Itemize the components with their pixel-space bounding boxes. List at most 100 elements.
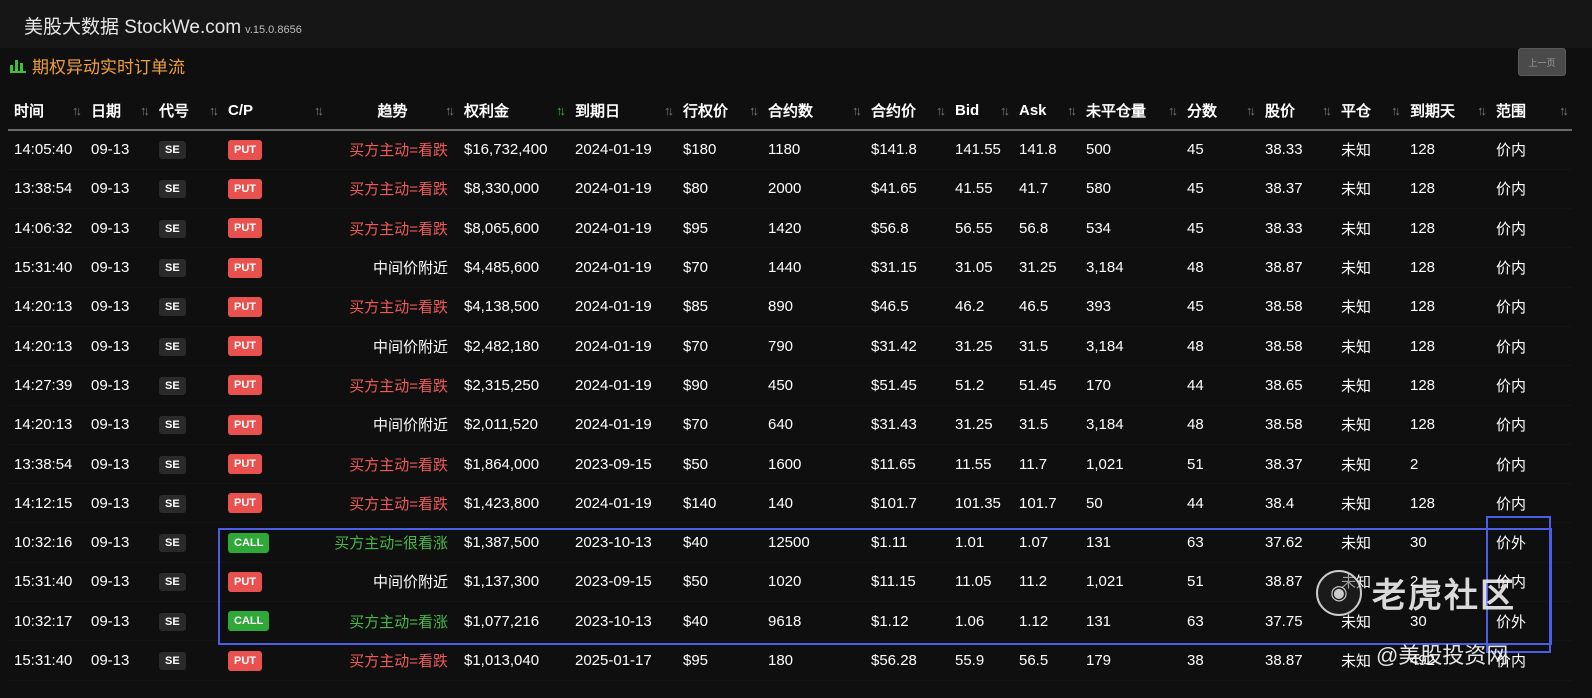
column-header-bid[interactable]: Bid ↑↓ <box>949 92 1013 131</box>
column-header-expiry[interactable]: 到期日 ↑↓ <box>569 92 677 131</box>
column-header-price[interactable]: 合约价 ↑↓ <box>865 92 949 131</box>
column-header-close[interactable]: 平仓 ↑↓ <box>1335 92 1404 131</box>
ticker-badge[interactable]: SE <box>159 573 186 592</box>
cell-cp: PUT <box>222 247 327 288</box>
column-header-oi[interactable]: 未平仓量 ↑↓ <box>1080 92 1181 131</box>
sort-arrows-icon[interactable]: ↑↓ <box>1246 103 1256 118</box>
sort-arrows-icon[interactable]: ↑↓ <box>749 103 759 118</box>
table-row[interactable]: 14:05:40 09-13 SE PUT 买方主动=看跌 $16,732,400 2024… <box>8 130 1572 170</box>
column-header-cp[interactable]: C/P ↑↓ <box>222 92 327 131</box>
sort-arrows-icon[interactable]: ↑↓ <box>209 103 219 118</box>
cell-range: 价外 <box>1490 522 1572 563</box>
cell-date: 09-13 <box>85 326 153 367</box>
sort-arrows-icon[interactable]: ↑↓ <box>852 103 862 118</box>
cell-contracts: 1420 <box>762 208 865 249</box>
sort-arrows-icon[interactable]: ↑↓ <box>72 103 82 118</box>
cell-ask: 31.25 <box>1013 247 1080 288</box>
column-header-strike[interactable]: 行权价 ↑↓ <box>677 92 762 131</box>
cell-date: 09-13 <box>85 601 153 642</box>
cell-strike: $180 <box>677 130 762 170</box>
cell-bid: 31.25 <box>949 405 1013 445</box>
sort-arrows-icon[interactable]: ↑↓ <box>140 103 150 118</box>
column-header-trend[interactable]: 趋势 ↑↓ <box>327 92 458 131</box>
table-row[interactable]: 14:20:13 09-13 SE PUT 买方主动=看跌 $4,138,500 2024-… <box>8 287 1572 327</box>
table-row[interactable]: 14:12:15 09-13 SE PUT 买方主动=看跌 $1,423,800 2024-… <box>8 483 1572 524</box>
ticker-badge[interactable]: SE <box>159 298 186 317</box>
column-header-date[interactable]: 日期 ↑↓ <box>85 92 153 131</box>
table-row[interactable]: 10:32:17 09-13 SE CALL 买方主动=看涨 $1,077,216 2023… <box>8 601 1572 642</box>
column-header-contracts[interactable]: 合约数 ↑↓ <box>762 92 865 131</box>
table-row[interactable]: 14:27:39 09-13 SE PUT 买方主动=看跌 $2,315,250 2024-… <box>8 365 1572 406</box>
table-row[interactable]: 15:31:40 09-13 SE PUT 中间价附近 $1,137,300 2023-09… <box>8 562 1572 603</box>
cell-expiry: 2024-01-19 <box>569 405 677 445</box>
cell-contracts: 9618 <box>762 601 865 642</box>
column-header-ask[interactable]: Ask ↑↓ <box>1013 92 1080 131</box>
ticker-badge[interactable]: SE <box>159 337 186 356</box>
ticker-badge[interactable]: SE <box>159 612 186 631</box>
column-header-label: 到期天 <box>1410 103 1456 120</box>
column-header-range[interactable]: 范围 ↑↓ <box>1490 92 1572 131</box>
cell-premium: $16,732,400 <box>458 130 569 170</box>
sort-arrows-icon[interactable]: ↑↓ <box>1559 103 1569 118</box>
cell-close: 未知 <box>1335 365 1404 406</box>
cell-range: 价内 <box>1490 208 1572 249</box>
ticker-badge[interactable]: SE <box>159 259 186 278</box>
call-badge: CALL <box>228 611 270 632</box>
prev-page-button[interactable]: 上一页 <box>1518 48 1566 76</box>
cell-oi: 3,184 <box>1080 247 1181 288</box>
cell-symbol: SE <box>153 130 222 170</box>
ticker-badge[interactable]: SE <box>159 652 186 670</box>
cell-bid: 11.55 <box>949 444 1013 485</box>
table-row[interactable]: 14:20:13 09-13 SE PUT 中间价附近 $2,482,180 2024-01… <box>8 326 1572 367</box>
cell-close: 未知 <box>1335 405 1404 445</box>
cell-trend: 买方主动=看跌 <box>327 169 458 210</box>
cell-contracts: 140 <box>762 483 865 524</box>
ticker-badge[interactable]: SE <box>159 455 186 474</box>
table-row[interactable]: 13:38:54 09-13 SE PUT 买方主动=看跌 $1,864,000 2023-… <box>8 444 1572 485</box>
ticker-badge[interactable]: SE <box>159 141 186 160</box>
sort-arrows-icon[interactable]: ↑↓ <box>1067 103 1077 118</box>
ticker-badge[interactable]: SE <box>159 219 186 238</box>
column-header-symbol[interactable]: 代号 ↑↓ <box>153 92 222 131</box>
sort-arrows-icon[interactable]: ↑↓ <box>1168 103 1178 118</box>
sort-arrows-icon[interactable]: ↑↓ <box>556 103 566 118</box>
sort-arrows-icon[interactable]: ↑↓ <box>1322 103 1332 118</box>
ticker-badge[interactable]: SE <box>159 416 186 435</box>
column-header-time[interactable]: 时间 ↑↓ <box>8 92 85 131</box>
column-header-dte[interactable]: 到期天 ↑↓ <box>1404 92 1490 131</box>
sort-arrows-icon[interactable]: ↑↓ <box>664 103 674 118</box>
cell-expiry: 2024-01-19 <box>569 326 677 367</box>
cell-time: 10:32:16 <box>8 522 85 563</box>
table-row[interactable]: 14:20:13 09-13 SE PUT 中间价附近 $2,011,520 2024-01… <box>8 405 1572 445</box>
sort-arrows-icon[interactable]: ↑↓ <box>445 103 455 118</box>
column-header-premium[interactable]: 权利金 ↑↓ <box>458 92 569 131</box>
ticker-badge[interactable]: SE <box>159 534 186 553</box>
cell-ask: 1.12 <box>1013 601 1080 642</box>
table-row[interactable]: 15:31:40 09-13 SE PUT 买方主动=看跌 $1,013,040 2025-… <box>8 640 1572 681</box>
table-row[interactable]: 10:32:16 09-13 SE CALL 买方主动=很看涨 $1,387,500 202… <box>8 522 1572 563</box>
cell-time: 15:31:40 <box>8 640 85 681</box>
column-header-score[interactable]: 分数 ↑↓ <box>1181 92 1259 131</box>
cell-bid: 141.55 <box>949 130 1013 170</box>
sort-arrows-icon[interactable]: ↑↓ <box>1391 103 1401 118</box>
sort-arrows-icon[interactable]: ↑↓ <box>936 103 946 118</box>
ticker-badge[interactable]: SE <box>159 180 186 199</box>
ticker-badge[interactable]: SE <box>159 494 186 513</box>
put-badge: PUT <box>228 375 262 396</box>
column-header-stock[interactable]: 股价 ↑↓ <box>1259 92 1335 131</box>
cell-range: 价内 <box>1490 562 1572 603</box>
table-row[interactable]: 13:38:54 09-13 SE PUT 买方主动=看跌 $8,330,000 2024-… <box>8 169 1572 210</box>
sort-arrows-icon[interactable]: ↑↓ <box>1000 103 1010 118</box>
ticker-badge[interactable]: SE <box>159 376 186 395</box>
table-row[interactable]: 15:31:40 09-13 SE PUT 中间价附近 $4,485,600 2024-01… <box>8 247 1572 288</box>
column-header-label: 平仓 <box>1341 103 1372 120</box>
cell-price: $101.7 <box>865 483 949 524</box>
sort-arrows-icon[interactable]: ↑↓ <box>314 103 324 118</box>
cell-date: 09-13 <box>85 405 153 445</box>
cell-premium: $1,077,216 <box>458 601 569 642</box>
table-row[interactable]: 14:06:32 09-13 SE PUT 买方主动=看跌 $8,065,600 2024-… <box>8 208 1572 249</box>
sort-arrows-icon[interactable]: ↑↓ <box>1477 103 1487 118</box>
cell-date: 09-13 <box>85 208 153 249</box>
cell-symbol: SE <box>153 247 222 288</box>
cell-trend: 买方主动=很看涨 <box>327 522 458 563</box>
